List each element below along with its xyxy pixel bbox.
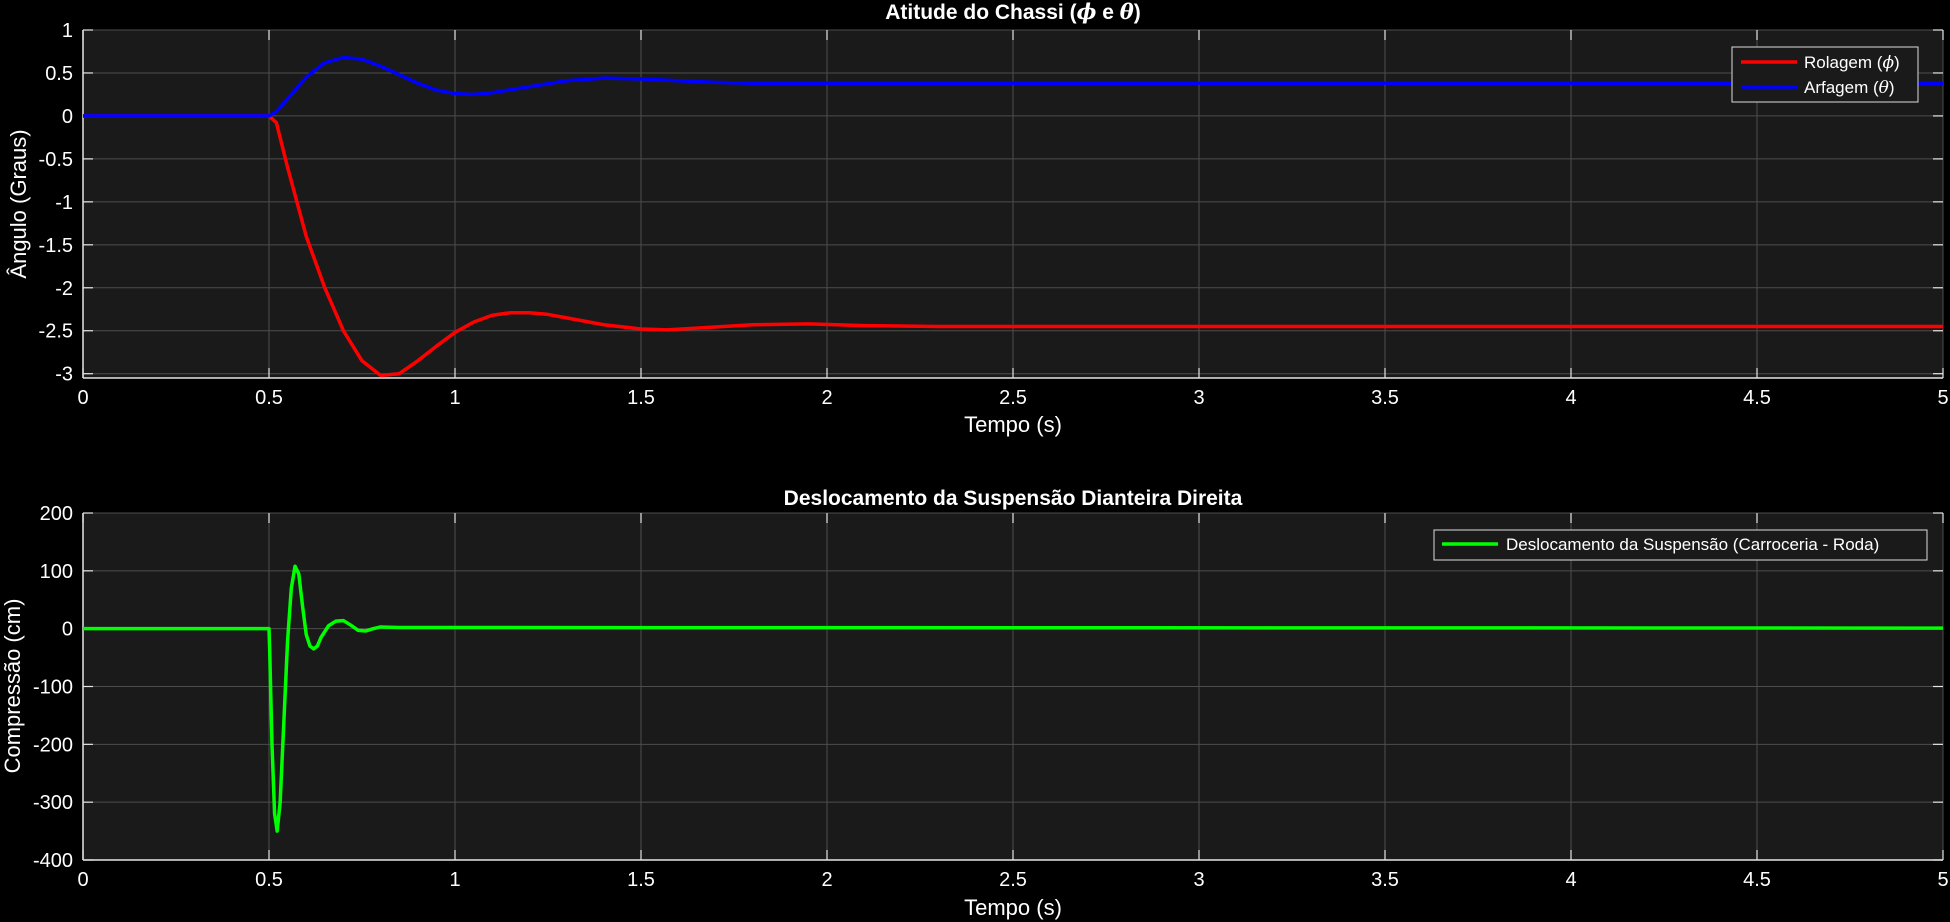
suspension-y-tick-label-1: 100 <box>40 561 73 583</box>
suspension-legend: Deslocamento da Suspensão (Carroceria - … <box>1433 529 1928 561</box>
attitude-y-tick-label-6: -2 <box>55 278 73 300</box>
attitude-y-tick-label-5: -1.5 <box>39 235 73 257</box>
attitude-x-tick-label-2: 1 <box>449 387 460 409</box>
attitude-x-tick-label-4: 2 <box>821 387 832 409</box>
suspension-legend-box <box>1433 529 1928 561</box>
attitude-y-tick-label-3: -0.5 <box>39 149 73 171</box>
attitude-y-axis-label: Ângulo (Graus) <box>6 129 31 278</box>
suspension-x-tick-label-4: 2 <box>821 869 832 891</box>
suspension-lines <box>83 564 1943 833</box>
suspension-x-tick-label-5: 2.5 <box>999 869 1027 891</box>
attitude-y-tick-label-2: 0 <box>62 106 73 128</box>
attitude-x-tick-label-8: 4 <box>1565 387 1576 409</box>
suspension-x-tick-label-8: 4 <box>1565 869 1576 891</box>
attitude-plot-title: Atitude do Chassi (ϕ e θ) <box>885 0 1141 24</box>
attitude-y-tick-label-4: -1 <box>55 192 73 214</box>
attitude-y-tick-label-0: 1 <box>62 20 73 42</box>
suspension-y-tick-label-0: 200 <box>40 503 73 525</box>
attitude-legend-rolagem-label: Rolagem (ϕ) <box>1804 53 1900 73</box>
suspension-y-tick-label-2: 0 <box>62 619 73 641</box>
attitude-legend: Rolagem (ϕ) Arfagem (θ) <box>1731 46 1919 103</box>
suspension-legend-label: Deslocamento da Suspensão (Carroceria - … <box>1506 535 1879 554</box>
attitude-x-tick-label-3: 1.5 <box>627 387 655 409</box>
attitude-x-tick-label-1: 0.5 <box>255 387 283 409</box>
attitude-series-line-0 <box>83 114 1943 378</box>
attitude-y-tick-label-7: -2.5 <box>39 321 73 343</box>
attitude-x-axis-label: Tempo (s) <box>964 412 1062 437</box>
suspension-x-axis-label: Tempo (s) <box>964 895 1062 920</box>
attitude-x-tick-label-5: 2.5 <box>999 387 1027 409</box>
attitude-x-tick-label-6: 3 <box>1193 387 1204 409</box>
suspension-x-tick-label-3: 1.5 <box>627 869 655 891</box>
attitude-lines <box>83 55 1943 378</box>
attitude-y-tick-label-1: 0.5 <box>45 63 73 85</box>
suspension-x-tick-label-10: 5 <box>1937 869 1948 891</box>
suspension-y-tick-label-3: -100 <box>33 677 73 699</box>
suspension-x-tick-label-2: 1 <box>449 869 460 891</box>
attitude-x-tick-label-9: 4.5 <box>1743 387 1771 409</box>
attitude-series-line-1 <box>83 55 1943 118</box>
suspension-x-tick-label-9: 4.5 <box>1743 869 1771 891</box>
suspension-x-tick-label-7: 3.5 <box>1371 869 1399 891</box>
attitude-grid <box>82 29 1944 378</box>
suspension-x-tick-label-0: 0 <box>77 869 88 891</box>
attitude-ticks: 0 0.5 1 1.5 2 2.5 3 3.5 4 4.5 5 1 0.5 0 -0.5 -1 -1.5 -2 -2… <box>39 20 1949 409</box>
suspension-plot-title: Deslocamento da Suspensão Dianteira Dire… <box>784 487 1243 510</box>
suspension-x-tick-label-1: 0.5 <box>255 869 283 891</box>
suspension-ticks: 0 0.5 1 1.5 2 2.5 3 3.5 4 4.5 5 200 100 0 -100 -200 -300… <box>33 503 1949 891</box>
suspension-plot: 0 0.5 1 1.5 2 2.5 3 3.5 4 4.5 5 200 100 0 -100 -200 -300… <box>0 487 1949 920</box>
attitude-x-tick-label-7: 3.5 <box>1371 387 1399 409</box>
suspension-y-axis-label: Compressão (cm) <box>0 599 25 774</box>
attitude-y-tick-label-8: -3 <box>55 364 73 386</box>
suspension-x-tick-label-6: 3 <box>1193 869 1204 891</box>
attitude-x-tick-label-10: 5 <box>1937 387 1948 409</box>
attitude-x-tick-label-0: 0 <box>77 387 88 409</box>
attitude-plot: 0 0.5 1 1.5 2 2.5 3 3.5 4 4.5 5 1 0.5 0 -0.5 -1 -1.5 -2 -2… <box>6 0 1949 437</box>
suspension-y-tick-label-5: -300 <box>33 792 73 814</box>
suspension-y-tick-label-4: -200 <box>33 734 73 756</box>
attitude-legend-box <box>1731 46 1919 103</box>
attitude-legend-arfagem-label: Arfagem (θ) <box>1804 78 1895 98</box>
suspension-y-tick-label-6: -400 <box>33 850 73 872</box>
suspension-series-line-0 <box>83 564 1943 833</box>
